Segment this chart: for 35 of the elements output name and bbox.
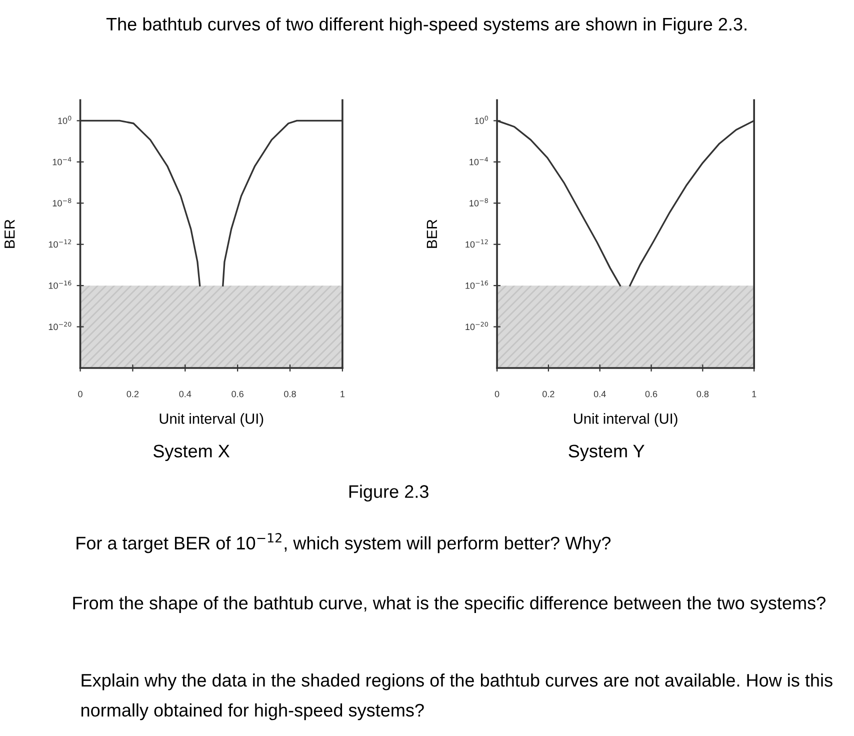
text: For a target BER of 10$^{−12}$, which system will perform better? Why? [76,533,611,554]
y-tick-label: 10$^{−4}$ [52,157,72,166]
x-tick-label: 1 [340,390,345,398]
x-tick-label: 0 [78,390,82,398]
x-tick-label: 0 [494,390,500,398]
y-tick-label: 10$^{−12}$ [48,239,72,248]
y-tick-label: 10$^{−8}$ [470,198,488,206]
text: The bathtub curves of two different high-speed systems are shown in Figure 2.3. [106,17,746,34]
y-axis-title: BER [426,220,437,248]
text: System X [153,444,230,462]
y-axis-title: BER [4,220,15,248]
y-tick-label: 10$^{−8}$ [52,198,72,206]
y-tick-label: 10$^{−20}$ [466,322,488,330]
x-tick-label: 0.6 [232,390,244,398]
x-axis-title: Unit interval (UI) [160,413,264,427]
y-tick-label: 10$^{0}$ [58,116,72,124]
y-tick-label: 10$^{−16}$ [466,280,488,289]
x-tick-label: 0.8 [284,390,296,398]
x-tick-label: 0.6 [645,390,658,398]
y-tick-label: 10$^{0}$ [474,116,488,124]
text: Explain why the data in the shaded regions of the bathtub curves are not available. How is this normally obtained for high-speed systems? [81,673,832,720]
x-tick-label: 0.4 [594,390,606,398]
caption: Figure 2.3 [349,484,428,502]
x-tick-label: 0.2 [542,390,554,398]
x-tick-label: 0.2 [126,390,139,398]
x-tick-label: 0.4 [179,390,192,398]
text: From the shape of the bathtub curve, what is the specific difference between the two systems? [73,596,826,613]
x-tick-label: 0.8 [696,390,709,398]
x-axis-title: Unit interval (UI) [574,413,678,427]
y-tick-label: 10$^{−4}$ [470,157,488,166]
y-tick-label: 10$^{−20}$ [48,322,72,330]
text: System Y [568,444,644,462]
y-tick-label: 10$^{−12}$ [466,239,488,248]
y-tick-label: 10$^{−16}$ [48,280,72,289]
x-tick-label: 1 [752,390,756,398]
